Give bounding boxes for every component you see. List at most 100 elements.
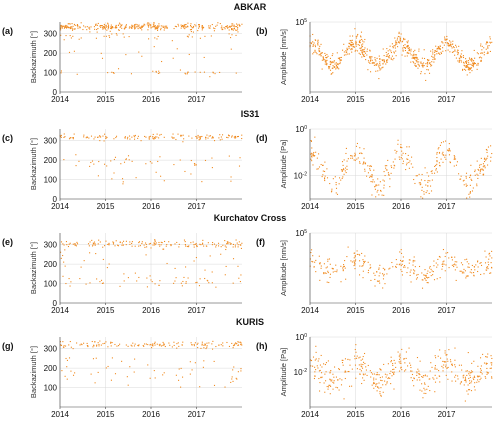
data-point <box>161 242 163 244</box>
data-point <box>463 179 465 181</box>
data-point <box>221 28 223 31</box>
data-point <box>423 57 426 60</box>
data-point <box>330 385 332 387</box>
y-axis-label: Amplitude [nm/s] <box>279 29 288 85</box>
data-point <box>152 137 154 139</box>
data-point <box>486 149 488 151</box>
data-point <box>152 23 154 25</box>
data-point <box>190 28 193 31</box>
data-point <box>459 270 461 272</box>
data-point <box>395 259 397 261</box>
data-point <box>491 250 493 252</box>
data-point <box>364 255 366 257</box>
data-point <box>433 61 435 63</box>
data-point <box>121 360 123 362</box>
data-point <box>231 136 233 138</box>
data-point <box>148 24 150 26</box>
scatter-points <box>59 21 243 78</box>
data-point <box>63 345 65 347</box>
station-title: Kurchatov Cross <box>214 213 287 223</box>
data-point <box>396 263 398 265</box>
data-point <box>489 41 491 43</box>
data-point <box>100 26 102 28</box>
data-point <box>201 26 203 28</box>
data-point <box>460 262 463 264</box>
data-point <box>106 29 108 31</box>
data-point <box>400 249 402 251</box>
scatter-points <box>59 133 243 185</box>
data-point <box>201 344 203 346</box>
y-axis-label: Amplitude [Pa] <box>279 348 288 397</box>
data-point <box>199 71 201 73</box>
data-point <box>155 243 157 245</box>
data-point <box>346 47 348 49</box>
data-point <box>373 379 375 381</box>
data-point <box>75 165 77 167</box>
data-point <box>396 39 398 41</box>
x-tick-label: 2016 <box>392 202 410 211</box>
data-point <box>416 274 418 276</box>
data-point <box>426 59 429 61</box>
data-point <box>388 377 390 379</box>
data-point <box>351 385 353 387</box>
data-point <box>234 135 236 138</box>
data-point <box>326 59 328 61</box>
data-point <box>465 379 467 382</box>
data-point <box>156 28 158 30</box>
data-point <box>150 25 152 27</box>
data-point <box>414 270 416 272</box>
data-point <box>431 179 433 181</box>
data-point <box>403 357 405 360</box>
data-point <box>431 64 433 66</box>
data-point <box>147 25 149 27</box>
data-point <box>411 373 414 376</box>
data-point <box>370 59 372 61</box>
data-point <box>389 178 391 180</box>
data-point <box>355 344 357 346</box>
data-point <box>152 138 154 140</box>
data-point <box>405 164 408 166</box>
data-point <box>373 272 375 274</box>
data-point <box>383 363 385 365</box>
data-point <box>228 25 231 27</box>
data-point <box>371 373 374 375</box>
data-point <box>204 35 206 37</box>
data-point <box>407 51 409 53</box>
data-point <box>178 379 180 381</box>
data-point <box>383 61 385 63</box>
data-point <box>201 341 203 343</box>
data-point <box>394 149 396 151</box>
data-point <box>337 67 339 69</box>
data-point <box>386 59 388 61</box>
data-point <box>400 367 402 369</box>
data-point <box>227 134 230 136</box>
data-point <box>487 372 489 374</box>
data-point <box>314 155 316 157</box>
data-point <box>122 181 124 183</box>
data-point <box>361 367 364 369</box>
data-point <box>97 371 99 373</box>
data-point <box>382 179 384 181</box>
data-point <box>330 73 332 75</box>
data-point <box>153 46 155 48</box>
data-point <box>355 145 358 147</box>
data-point <box>154 26 156 28</box>
data-point <box>354 252 356 254</box>
data-point <box>384 269 386 271</box>
data-point <box>363 41 365 43</box>
data-point <box>129 26 131 28</box>
data-point <box>486 151 488 154</box>
data-point <box>310 140 313 142</box>
data-point <box>469 191 471 193</box>
data-point <box>220 136 222 138</box>
data-point <box>452 43 454 45</box>
data-point <box>111 178 113 180</box>
data-point <box>123 280 125 282</box>
data-point <box>406 146 408 148</box>
data-point <box>237 135 239 138</box>
data-point <box>445 354 447 356</box>
data-point <box>363 54 365 56</box>
data-point <box>113 242 115 244</box>
data-point <box>400 259 402 261</box>
data-point <box>320 354 322 357</box>
